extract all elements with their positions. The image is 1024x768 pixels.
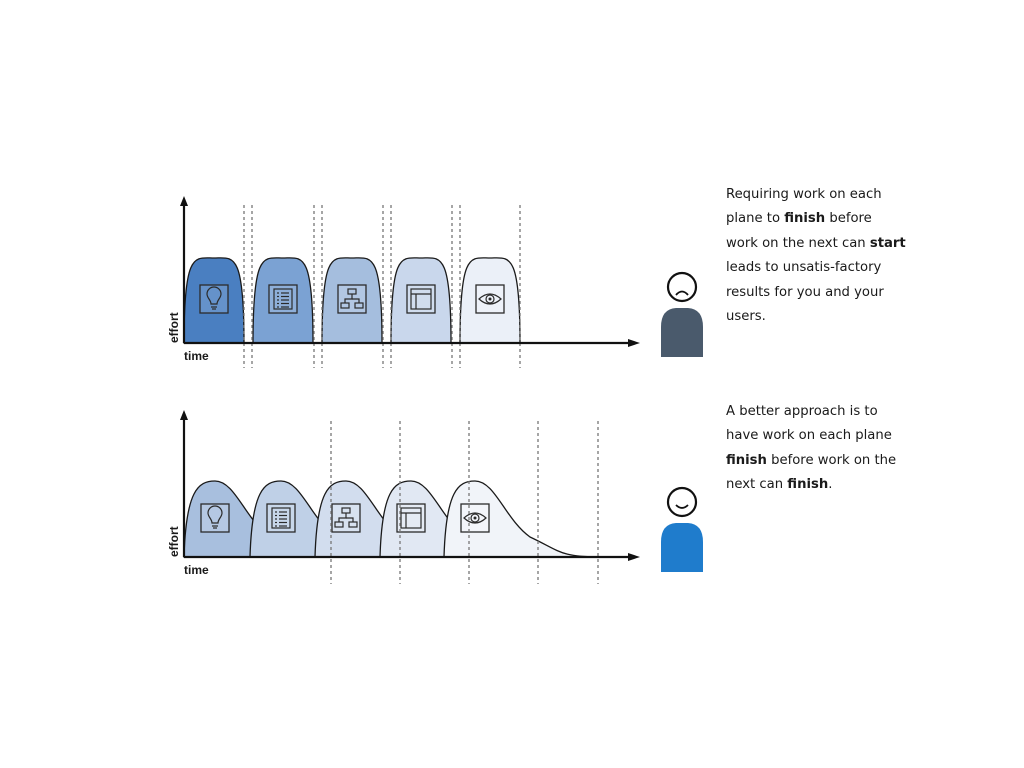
bottom-y-axis-label: effort [167, 526, 181, 557]
person-head [666, 271, 698, 303]
eye-icon [475, 284, 505, 314]
eye-icon [460, 503, 490, 533]
person-body [661, 308, 703, 357]
smile-mouth [675, 504, 689, 509]
caption-emphasis: start [869, 235, 906, 251]
list-icon [266, 503, 296, 533]
top-x-axis-label: time [184, 349, 209, 363]
top-x-axis-arrow [628, 339, 640, 347]
caption-text: A better approach is to have work on eac… [726, 404, 892, 444]
caption-overlapping: A better approach is to have work on eac… [726, 400, 906, 498]
plane-curve [390, 257, 452, 344]
top-y-axis-label: effort [167, 312, 181, 343]
bottom-x-axis-arrow [628, 553, 640, 561]
person-body [661, 523, 703, 572]
caption-text: leads to unsatis-factory results for you… [726, 260, 884, 325]
caption-emphasis: finish [787, 477, 829, 493]
list-icon [268, 284, 298, 314]
flowchart-icon [331, 503, 361, 533]
caption-text: . [828, 477, 833, 493]
wireframe-icon [396, 503, 426, 533]
top-y-axis-arrow [180, 196, 188, 206]
person-head [666, 486, 698, 518]
lightbulb-icon [200, 503, 230, 533]
lightbulb-icon [199, 284, 229, 314]
caption-text: Requiring work on each plane to [726, 187, 882, 227]
plane-curve [321, 257, 383, 344]
flowchart-icon [337, 284, 367, 314]
caption-text: before work on the next can [726, 452, 897, 493]
plane-curve [183, 257, 245, 344]
caption-emphasis: finish [726, 452, 767, 468]
caption-text: before work on the next can [726, 211, 872, 251]
plane-curve [443, 480, 601, 558]
frown-mouth [675, 290, 689, 296]
wireframe-icon [406, 284, 436, 314]
unhappy-user-figure [661, 271, 703, 357]
caption-emphasis: finish [784, 211, 826, 227]
caption-sequential: Requiring work on each plane to finish b… [726, 183, 906, 329]
happy-user-figure [661, 486, 703, 572]
bottom-y-axis-arrow [180, 410, 188, 420]
bottom-x-axis-label: time [184, 563, 209, 577]
